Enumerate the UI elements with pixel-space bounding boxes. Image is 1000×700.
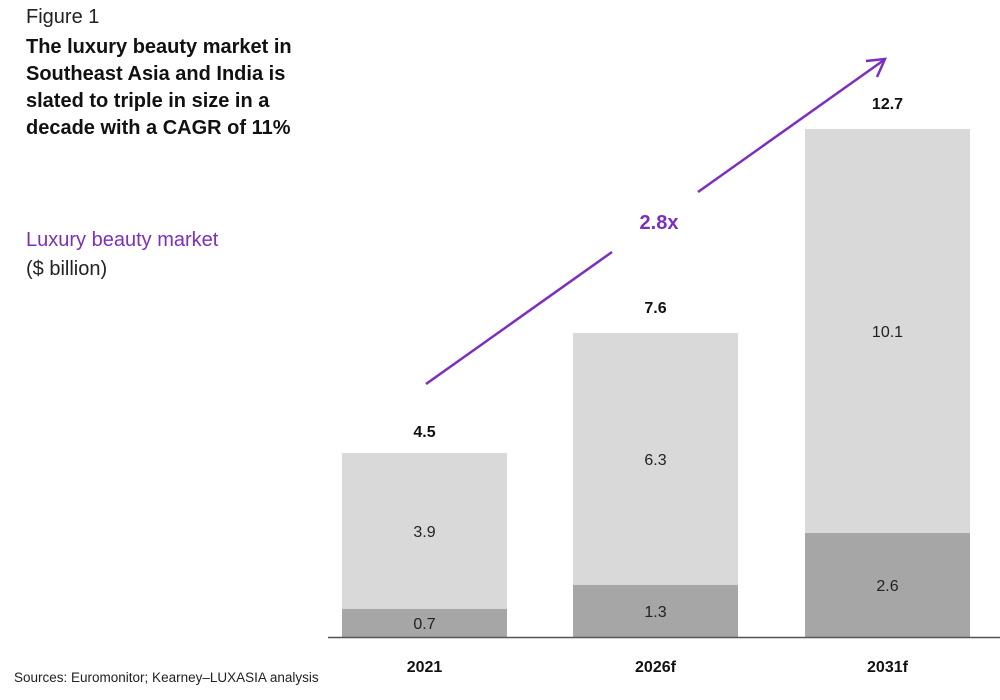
chart-title: The luxury beauty market in Southeast As… <box>26 36 292 139</box>
unit-label: ($ billion) <box>26 258 108 280</box>
metric-label: Luxury beauty market <box>26 229 219 251</box>
bar-bottom-segment <box>573 585 738 637</box>
segment-value-label: 3.9 <box>413 524 435 541</box>
bar-bottom-segment <box>805 533 970 637</box>
x-tick-label: 2021 <box>407 659 443 676</box>
growth-arrow-head-icon <box>865 57 888 78</box>
segment-value-label: 2.6 <box>876 578 898 595</box>
bar-bottom-segment <box>342 609 507 637</box>
bar-top-segment <box>342 453 507 609</box>
segment-value-label: 1.3 <box>644 604 666 621</box>
total-value-label: 7.6 <box>644 300 666 317</box>
total-value-label: 12.7 <box>872 96 903 113</box>
growth-arrow-line-lower <box>425 250 613 386</box>
growth-arrow-line-upper <box>697 58 885 194</box>
x-tick-label: 2026f <box>635 659 677 676</box>
segment-value-label: 6.3 <box>644 452 666 469</box>
bar-top-segment <box>805 129 970 533</box>
segment-value-label: 10.1 <box>872 324 903 341</box>
figure-label: Figure 1 <box>26 6 100 28</box>
growth-multiplier-label: 2.8x <box>640 212 679 234</box>
source-note: Sources: Euromonitor; Kearney–LUXASIA an… <box>14 670 319 685</box>
segment-value-label: 0.7 <box>413 616 435 633</box>
x-tick-label: 2031f <box>867 659 909 676</box>
bar-top-segment <box>573 333 738 585</box>
total-value-label: 4.5 <box>413 424 435 441</box>
